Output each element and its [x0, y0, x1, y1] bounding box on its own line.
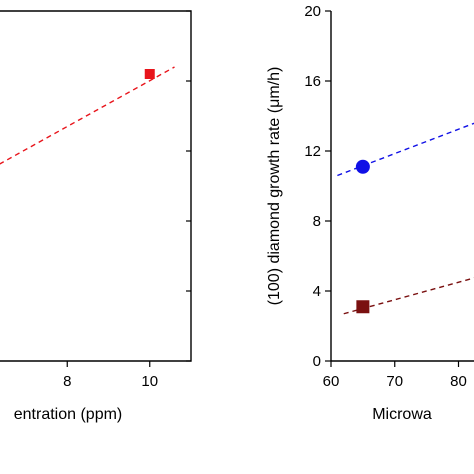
y-tick-label: 12: [304, 143, 321, 160]
y-tick-label: 4: [313, 283, 321, 300]
y-tick-label: 0: [313, 353, 321, 370]
right-chart-panel: 60 70 80 0 4 8 12 16 20 Microwa (100) diamond grow…: [266, 3, 474, 423]
data-point-square: [356, 300, 370, 314]
fit-line: [337, 122, 474, 177]
y-tick-label: 8: [313, 213, 321, 230]
x-tick-label: 60: [323, 373, 340, 390]
fit-line: [0, 66, 175, 165]
fit-line: [343, 277, 474, 315]
x-tick-label: 10: [141, 373, 158, 390]
x-tick-label: 80: [450, 373, 467, 390]
x-axis-title: Microwa: [372, 406, 432, 423]
plot-frame: [0, 10, 192, 362]
x-axis-title: entration (ppm): [14, 406, 123, 423]
y-tick-label: 16: [304, 73, 321, 90]
plot-frame: [330, 11, 474, 362]
y-tick-label: 20: [304, 3, 321, 20]
y-axis-title: (100) diamond growth rate (μm/h): [266, 67, 283, 306]
x-tick-label: 8: [63, 373, 71, 390]
x-tick-label: 70: [386, 373, 403, 390]
left-chart-panel: 8 10 entration (ppm): [0, 10, 192, 423]
data-point-square: [144, 69, 155, 79]
data-point-circle: [355, 159, 370, 174]
